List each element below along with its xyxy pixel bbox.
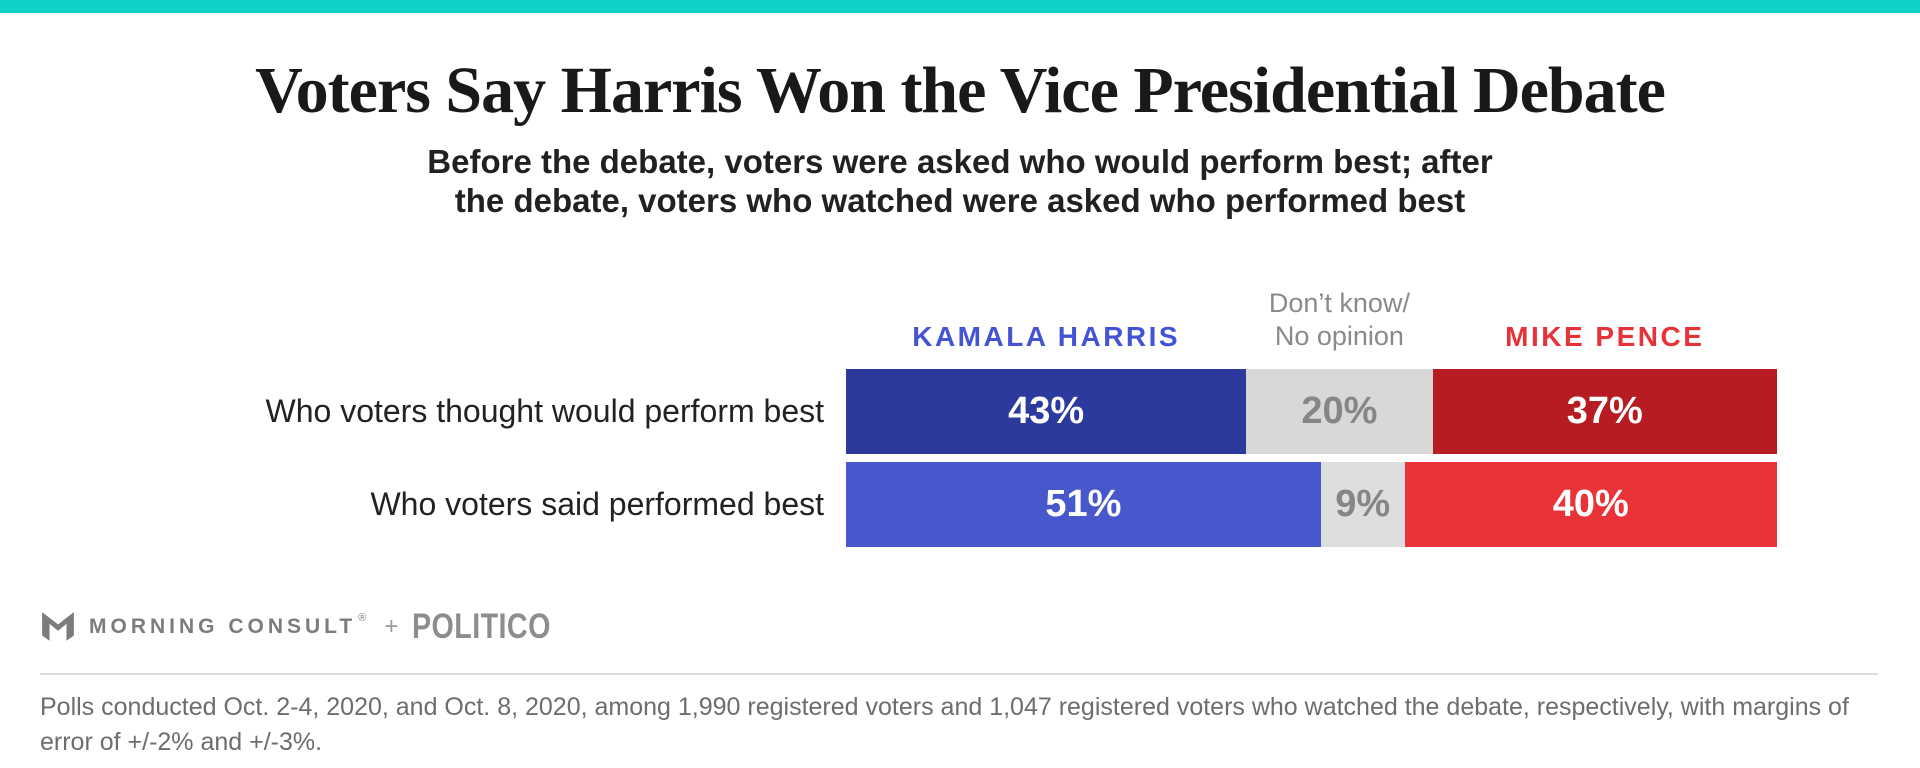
row-label: Who voters said performed best (370, 485, 824, 522)
chart-row: Who voters said performed best 51% 9% 40% (40, 461, 1777, 547)
bar-value-label: 20% (1301, 389, 1378, 432)
bar-value-label: 37% (1566, 389, 1643, 432)
chart-subtitle: Before the debate, voters were asked who… (427, 142, 1493, 220)
row-label: Who voters thought would perform best (265, 392, 825, 429)
bar-rows: Who voters thought would perform best 43%… (40, 368, 1777, 547)
stacked-bar-chart: KAMALA HARRIS Don’t know/ No opinion MIKE … (40, 287, 1777, 547)
legend-label: KAMALA HARRIS (912, 320, 1181, 352)
bar-segment: 51% (846, 461, 1321, 547)
chart-legend: KAMALA HARRIS Don’t know/ No opinion MIKE … (846, 287, 1777, 369)
bar-segment: 40% (1404, 461, 1777, 547)
bar-value-label: 43% (1008, 389, 1085, 432)
stacked-bar: 51% 9% 40% (846, 461, 1777, 547)
bar-value-label: 40% (1552, 482, 1629, 525)
source-branding: MORNING CONSULT ® + POLITICO (40, 607, 1880, 647)
morning-consult-logo-icon (42, 612, 74, 641)
stacked-bar: 43% 20% 37% (846, 368, 1777, 454)
morning-consult-wordmark: MORNING CONSULT (89, 614, 357, 638)
plus-separator: + (384, 612, 399, 640)
chart-row: Who voters thought would perform best 43%… (40, 368, 1777, 454)
bar-segment: 20% (1246, 368, 1433, 454)
page-title: Voters Say Harris Won the Vice President… (255, 54, 1666, 127)
bar-segment: 37% (1432, 368, 1777, 454)
bar-segment: 9% (1320, 461, 1405, 547)
legend-label: MIKE PENCE (1505, 320, 1705, 352)
methodology-footnote: Polls conducted Oct. 2-4, 2020, and Oct.… (40, 692, 1849, 757)
politico-wordmark: POLITICO (412, 606, 552, 646)
bar-value-label: 9% (1335, 482, 1391, 525)
legend-label: Don’t know/ No opinion (1268, 288, 1410, 352)
registered-trademark-symbol: ® (358, 611, 367, 624)
bar-value-label: 51% (1045, 482, 1122, 525)
bar-segment: 43% (846, 368, 1247, 454)
footer-divider (40, 672, 1878, 675)
accent-bar (0, 0, 1920, 13)
